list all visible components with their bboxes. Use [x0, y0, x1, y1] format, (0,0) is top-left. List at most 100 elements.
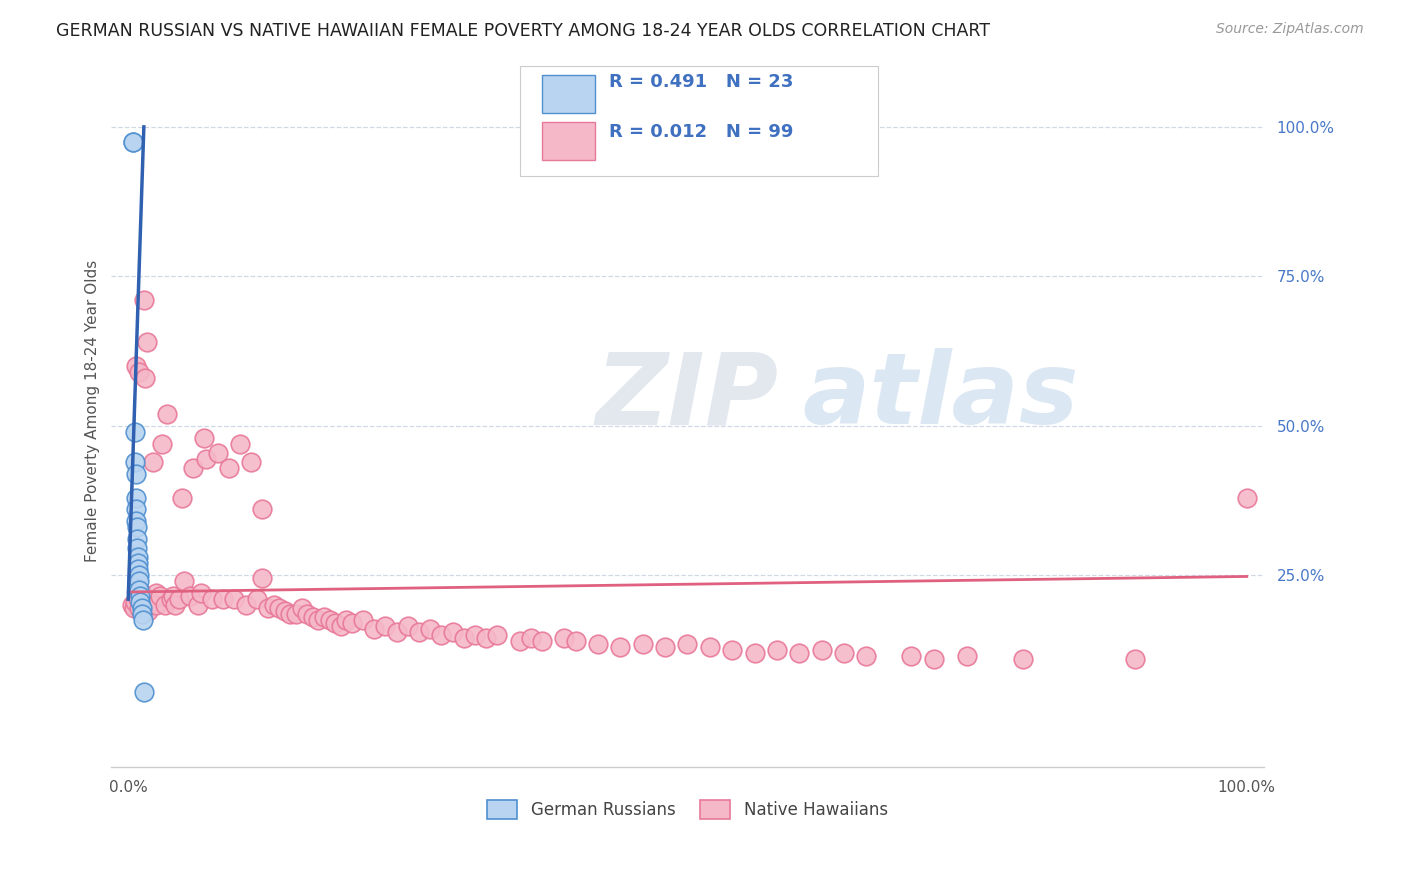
Legend: German Russians, Native Hawaiians: German Russians, Native Hawaiians — [481, 793, 894, 826]
Point — [408, 625, 430, 640]
Point — [145, 586, 167, 600]
Point — [312, 610, 335, 624]
FancyBboxPatch shape — [520, 66, 877, 176]
Point — [766, 643, 789, 657]
Point — [301, 610, 323, 624]
Point — [564, 634, 586, 648]
Point — [201, 592, 224, 607]
Text: R = 0.491   N = 23: R = 0.491 N = 23 — [609, 73, 793, 91]
Point — [124, 595, 146, 609]
FancyBboxPatch shape — [543, 122, 595, 161]
Point — [922, 652, 945, 666]
Point — [329, 619, 352, 633]
Point — [181, 460, 204, 475]
Point — [127, 550, 149, 565]
Point — [252, 502, 274, 516]
Point — [129, 595, 152, 609]
Point — [187, 598, 209, 612]
Point — [430, 628, 453, 642]
Text: atlas: atlas — [803, 348, 1080, 445]
Point — [900, 648, 922, 663]
Point — [193, 431, 215, 445]
Point — [127, 557, 149, 571]
Y-axis label: Female Poverty Among 18-24 Year Olds: Female Poverty Among 18-24 Year Olds — [86, 260, 100, 562]
Point — [153, 598, 176, 612]
Point — [125, 467, 148, 481]
Point — [127, 562, 149, 576]
Text: R = 0.012   N = 99: R = 0.012 N = 99 — [609, 123, 793, 141]
Point — [131, 601, 153, 615]
Point — [855, 648, 877, 663]
Point — [385, 625, 408, 640]
Point — [520, 631, 543, 645]
Point — [129, 589, 152, 603]
Point — [128, 601, 150, 615]
Point — [207, 446, 229, 460]
Point — [159, 592, 181, 607]
Point — [352, 613, 374, 627]
Point — [156, 407, 179, 421]
Point — [150, 436, 173, 450]
Point — [125, 515, 148, 529]
Point — [1012, 652, 1035, 666]
Point — [509, 634, 531, 648]
Point — [246, 592, 269, 607]
Point — [553, 631, 575, 645]
Point — [335, 613, 357, 627]
Point — [453, 631, 475, 645]
Point — [167, 592, 190, 607]
Point — [832, 646, 855, 660]
Point — [464, 628, 486, 642]
Point — [1236, 491, 1258, 505]
Point — [145, 598, 167, 612]
Point — [744, 646, 766, 660]
Point — [810, 643, 832, 657]
Point — [131, 586, 153, 600]
Point — [699, 640, 721, 654]
Point — [124, 425, 146, 439]
Text: GERMAN RUSSIAN VS NATIVE HAWAIIAN FEMALE POVERTY AMONG 18-24 YEAR OLDS CORRELATI: GERMAN RUSSIAN VS NATIVE HAWAIIAN FEMALE… — [56, 22, 990, 40]
Point — [419, 622, 441, 636]
Point — [134, 371, 156, 385]
Point — [170, 491, 193, 505]
Point — [136, 335, 159, 350]
Point — [631, 637, 654, 651]
Point — [142, 455, 165, 469]
Point — [475, 631, 498, 645]
Point — [121, 135, 143, 149]
Point — [340, 616, 363, 631]
Point — [212, 592, 235, 607]
Point — [195, 451, 218, 466]
Point — [586, 637, 609, 651]
Point — [396, 619, 419, 633]
Point — [307, 613, 329, 627]
Point — [125, 502, 148, 516]
Point — [127, 592, 149, 607]
Point — [148, 589, 170, 603]
Point — [179, 589, 201, 603]
Point — [127, 533, 149, 547]
Point — [318, 613, 340, 627]
Point — [165, 598, 187, 612]
Point — [274, 604, 297, 618]
Point — [280, 607, 302, 621]
Point — [263, 598, 285, 612]
Point — [124, 455, 146, 469]
Point — [128, 365, 150, 379]
Point — [609, 640, 631, 654]
Point — [252, 571, 274, 585]
Point — [128, 574, 150, 589]
Point — [654, 640, 676, 654]
Point — [132, 598, 155, 612]
Point — [121, 135, 143, 149]
Point — [676, 637, 699, 651]
Point — [122, 601, 145, 615]
Point — [1123, 652, 1146, 666]
Point — [132, 685, 155, 699]
Point — [789, 646, 811, 660]
Point — [162, 589, 184, 603]
Point — [486, 628, 509, 642]
Point — [127, 520, 149, 534]
Point — [285, 607, 308, 621]
Point — [125, 491, 148, 505]
